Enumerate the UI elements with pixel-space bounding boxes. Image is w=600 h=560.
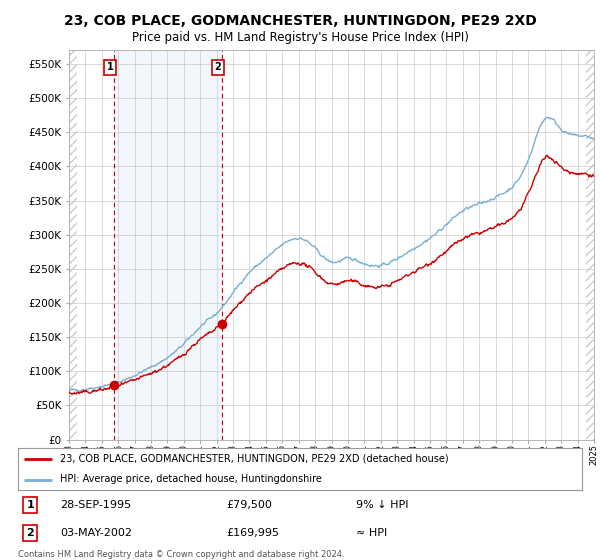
Text: ≈ HPI: ≈ HPI [356,528,388,538]
Text: 2: 2 [215,62,221,72]
Text: 9% ↓ HPI: 9% ↓ HPI [356,500,409,510]
Text: 23, COB PLACE, GODMANCHESTER, HUNTINGDON, PE29 2XD (detached house): 23, COB PLACE, GODMANCHESTER, HUNTINGDON… [60,454,449,464]
Text: 28-SEP-1995: 28-SEP-1995 [60,500,131,510]
Text: 03-MAY-2002: 03-MAY-2002 [60,528,133,538]
Text: Contains HM Land Registry data © Crown copyright and database right 2024.
This d: Contains HM Land Registry data © Crown c… [18,550,344,560]
Text: £79,500: £79,500 [227,500,272,510]
Text: £169,995: £169,995 [227,528,280,538]
Text: 1: 1 [26,500,34,510]
Text: Price paid vs. HM Land Registry's House Price Index (HPI): Price paid vs. HM Land Registry's House … [131,31,469,44]
Text: 23, COB PLACE, GODMANCHESTER, HUNTINGDON, PE29 2XD: 23, COB PLACE, GODMANCHESTER, HUNTINGDON… [64,14,536,28]
Text: 2: 2 [26,528,34,538]
Text: 1: 1 [107,62,113,72]
Bar [114,50,222,440]
Text: HPI: Average price, detached house, Huntingdonshire: HPI: Average price, detached house, Hunt… [60,474,322,484]
